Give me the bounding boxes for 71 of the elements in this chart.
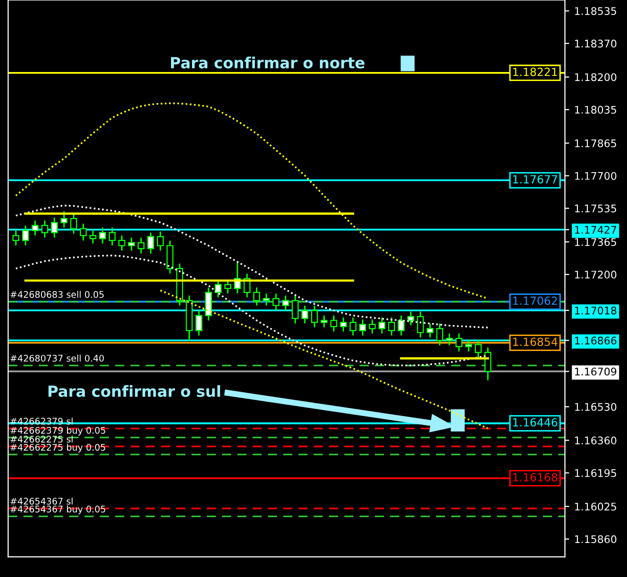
- y-tick-label: 1.17865: [575, 139, 616, 148]
- candlestick: [262, 292, 270, 306]
- candlestick: [282, 294, 290, 312]
- y-tick-label: 1.15860: [575, 535, 616, 544]
- candlestick: [108, 226, 116, 246]
- candlestick: [416, 310, 424, 338]
- candlestick: [70, 212, 78, 234]
- ref-line-label: 1.16854: [513, 338, 558, 346]
- y-tick-label: 1.18535: [575, 7, 616, 15]
- y-tick-label: 1.16709: [575, 368, 616, 376]
- annotation: Para confirmar o norte: [171, 56, 364, 68]
- candlestick: [320, 314, 328, 328]
- candlestick: [350, 316, 356, 336]
- candlestick: [446, 332, 453, 346]
- candlestick: [301, 304, 308, 324]
- candlestick: [195, 310, 202, 336]
- candlestick: [156, 230, 164, 252]
- candlestick: [224, 278, 232, 294]
- candlestick: [340, 316, 347, 332]
- candlestick: [456, 332, 462, 352]
- y-tick-label: 1.17200: [575, 270, 616, 279]
- candlestick: [99, 226, 106, 244]
- candlestick: [214, 278, 222, 298]
- ref-line-label: 1.16168: [513, 473, 558, 482]
- candlestick: [41, 220, 48, 238]
- y-tick-label: 1.18200: [575, 73, 616, 82]
- candlestick: [22, 224, 29, 246]
- candlestick: [484, 346, 492, 381]
- y-tick-label: 1.17427: [575, 226, 616, 234]
- candlestick: [272, 292, 280, 312]
- candlestick: [359, 318, 366, 336]
- candlestick: [80, 223, 87, 242]
- ref-line-label: #42680737 sell 0.40: [10, 354, 104, 362]
- y-tick-label: 1.16530: [575, 402, 616, 411]
- candlestick: [128, 237, 135, 252]
- candlestick: [368, 318, 376, 334]
- ref-line-label: #42654367 sl: [10, 498, 73, 505]
- y-tick-label: 1.17700: [575, 172, 616, 180]
- candlestick: [12, 230, 20, 246]
- candlestick: [147, 232, 154, 254]
- candlestick: [60, 210, 68, 228]
- y-tick-label: 1.18370: [575, 40, 616, 48]
- y-tick-label: 1.16195: [575, 469, 616, 477]
- candlestick: [311, 304, 318, 328]
- y-tick-label: 1.17018: [575, 306, 616, 314]
- y-tick-label: 1.17365: [575, 238, 616, 246]
- ref-line-label: #42680683 sell 0.05: [10, 290, 104, 298]
- candlestick: [205, 286, 212, 322]
- candlestick: [166, 240, 174, 274]
- candlestick: [138, 237, 145, 254]
- candlestick: [292, 294, 299, 324]
- ref-line-label: 1.16446: [513, 418, 558, 427]
- y-tick-label: 1.17535: [575, 204, 616, 212]
- candlestick: [32, 220, 39, 236]
- candlestick: [89, 230, 96, 244]
- candlestick: [50, 216, 58, 238]
- ref-line-label: 1.17677: [513, 175, 558, 184]
- ref-line-label: 1.18221: [513, 68, 557, 76]
- y-tick-label: 1.16025: [575, 502, 616, 511]
- candlestick: [388, 316, 395, 336]
- annotation: Para confirmar o sul: [48, 385, 220, 397]
- ref-line-label: 1.17062: [513, 296, 557, 305]
- candlestick: [465, 338, 472, 352]
- candlestick: [330, 314, 338, 332]
- y-tick-label: 1.16866: [575, 336, 616, 345]
- candlestick: [253, 286, 260, 306]
- candlestick: [474, 338, 482, 358]
- candlestick: [436, 322, 444, 346]
- y-tick-label: 1.16360: [575, 436, 616, 444]
- y-tick-label: 1.18035: [575, 106, 616, 114]
- candlestick: [118, 234, 126, 252]
